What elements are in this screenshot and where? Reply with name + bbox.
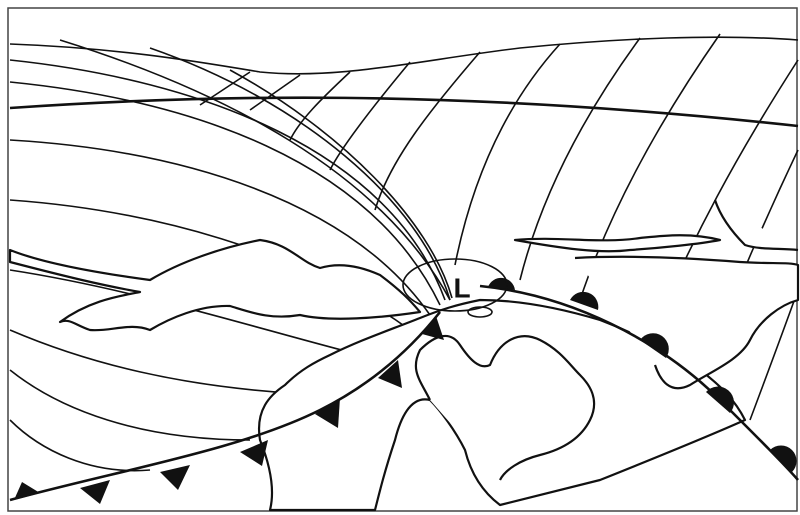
isobar <box>402 258 508 312</box>
low-pressure-label: L <box>453 272 470 303</box>
fronts <box>9 277 799 504</box>
occlusion-loop <box>467 306 493 318</box>
warm-front-semicircles <box>488 277 797 472</box>
cold-front-triangles <box>14 316 444 504</box>
coastlines <box>8 199 800 512</box>
